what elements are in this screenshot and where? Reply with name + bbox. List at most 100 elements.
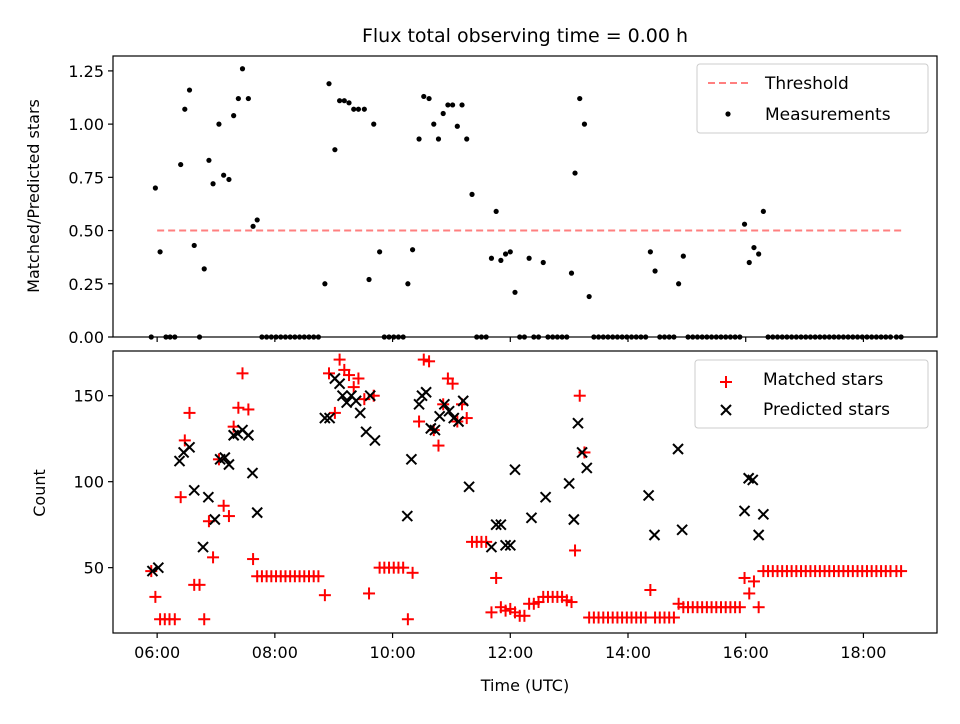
measurement-point <box>464 136 470 142</box>
measurement-point <box>186 87 193 93</box>
matched-star-point <box>236 367 249 380</box>
top-y-tick-label: 0.50 <box>68 222 104 241</box>
predicted-star-point <box>463 481 475 493</box>
top-x-axis <box>156 337 865 342</box>
top-y-axis: 0.00 0.25 0.50 0.75 1.00 1.25 <box>68 62 113 347</box>
predicted-star-point <box>246 467 259 479</box>
measurement-point <box>445 102 451 108</box>
x-tick-label: 18:00 <box>840 643 886 662</box>
matched-star-point <box>174 491 187 504</box>
predicted-star-point <box>336 390 349 402</box>
measurements-legend-label: Measurements <box>765 105 891 125</box>
measurement-point <box>676 281 682 287</box>
matched-star-point <box>432 439 445 452</box>
predicted-star-point <box>499 539 512 552</box>
predicted-star-point <box>146 565 159 577</box>
measurement-point <box>250 223 256 229</box>
matched-star-point <box>198 613 211 626</box>
matched-star-point <box>446 377 459 390</box>
predicted-star-point <box>539 491 552 503</box>
measurement-point <box>351 106 357 112</box>
matched-star-point <box>747 575 760 588</box>
predicted-star-point <box>504 539 516 552</box>
measurement-point <box>577 95 583 102</box>
predicted-star-point <box>219 451 231 464</box>
matched-star-point <box>485 606 498 619</box>
predicted-star-point <box>197 541 209 553</box>
measurement-point <box>235 95 241 102</box>
predicted-star-point <box>672 443 684 455</box>
predicted-star-point <box>183 441 196 453</box>
measurement-point <box>426 95 432 102</box>
measurement-point <box>377 249 383 255</box>
matched-star-point <box>352 372 365 385</box>
bottom-y-tick-label: 100 <box>73 473 104 492</box>
measurement-point <box>459 102 465 108</box>
x-tick-label: 08:00 <box>252 643 298 662</box>
measurement-point <box>751 244 757 251</box>
matched-star-point <box>358 393 371 406</box>
matched-star-point <box>752 601 765 614</box>
matched-star-point <box>232 401 245 414</box>
predicted-star-point <box>525 512 538 524</box>
matched-star-point <box>490 571 503 584</box>
measurement-point <box>337 98 343 104</box>
matched-star-point <box>363 587 376 600</box>
predicted-star-point <box>747 474 759 486</box>
predicted-star-point <box>405 453 418 466</box>
matched-star-point <box>518 609 531 622</box>
predicted-star-point <box>340 396 353 409</box>
matched-star-point <box>333 353 346 366</box>
predicted-star-point <box>563 477 575 490</box>
bottom-y-tick-label: 50 <box>84 559 104 578</box>
measurement-point <box>568 270 575 276</box>
predicted-star-point <box>581 462 593 474</box>
predicted-star-point <box>433 410 446 423</box>
predicted-star-point <box>443 405 455 417</box>
measurement-point <box>366 276 372 283</box>
predicted-star-point <box>642 489 655 502</box>
predicted-star-point <box>452 415 465 428</box>
matched-star-point <box>328 406 341 419</box>
measurement-point <box>152 185 158 191</box>
predicted-star-point <box>202 491 215 503</box>
top-legend-box <box>696 63 929 134</box>
matched-star-point <box>733 601 746 614</box>
matched-star-point <box>168 613 181 626</box>
bottom-panel: 50 100 150 06:00 08:00 10:00 12:00 14:00 16:00 1… <box>30 350 938 695</box>
top-y-tick-label: 0.25 <box>68 275 104 294</box>
measurement-point <box>245 95 251 102</box>
bottom-legend: Matched stars Predicted stars <box>694 359 929 429</box>
measurement-point <box>405 281 411 287</box>
matched-star-point <box>406 566 419 579</box>
measurement-point <box>178 161 184 168</box>
x-tick-label: 16:00 <box>723 643 769 662</box>
predicted-star-point <box>354 407 366 419</box>
predicted-stars-legend-label: Predicted stars <box>763 400 890 420</box>
measurement-point <box>741 221 748 227</box>
predicted-star-point <box>173 455 186 467</box>
measurement-point <box>526 255 532 261</box>
matched-star-point <box>207 551 220 564</box>
top-y-axis-label: Matched/Predicted stars <box>24 99 43 293</box>
matched-star-point <box>312 570 325 583</box>
predicted-star-point <box>576 446 588 459</box>
measurement-point <box>182 106 188 112</box>
top-legend: Threshold Measurements <box>696 63 929 134</box>
top-y-tick-label: 0.00 <box>68 328 104 347</box>
predicted-star-point <box>209 513 221 526</box>
measurements-legend-swatch <box>725 111 731 117</box>
top-y-tick-label: 0.75 <box>68 168 104 187</box>
top-axes-frame <box>112 55 938 338</box>
predicted-star-point <box>568 513 580 526</box>
measurement-point <box>586 293 592 300</box>
matched-star-point <box>644 584 657 597</box>
bottom-axes-frame <box>112 350 938 634</box>
matched-stars-legend-swatch <box>720 376 732 388</box>
measurement-point <box>206 157 212 163</box>
matched-star-point <box>573 389 586 402</box>
predicted-star-point <box>420 386 432 398</box>
measurement-point <box>746 259 752 266</box>
measurement-point <box>221 172 227 178</box>
measurement-point <box>680 253 686 259</box>
